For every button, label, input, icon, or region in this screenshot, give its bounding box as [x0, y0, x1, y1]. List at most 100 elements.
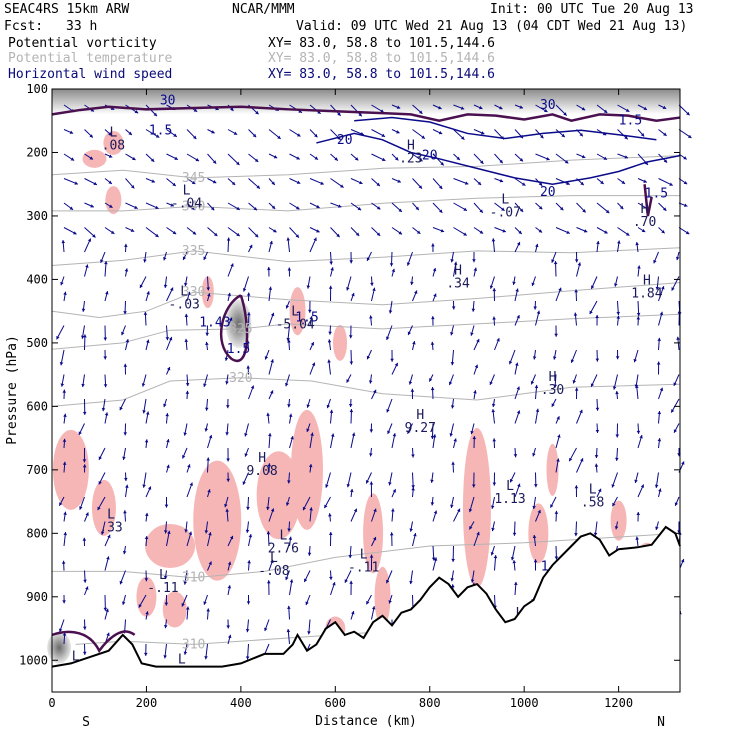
- wind-arrowhead: [130, 184, 135, 189]
- wind-arrowhead: [595, 407, 600, 411]
- wind-arrowhead: [81, 383, 85, 388]
- wind-arrowhead: [163, 625, 168, 629]
- wind-arrowhead: [407, 331, 412, 336]
- wind-arrowhead: [559, 206, 564, 211]
- wind-arrowhead: [671, 287, 675, 291]
- wind-arrowhead: [611, 484, 615, 488]
- wind-arrowhead: [536, 310, 541, 314]
- wind-arrowhead: [244, 433, 248, 437]
- wind-arrowhead: [473, 267, 478, 271]
- wind-arrowhead: [306, 428, 310, 432]
- wind-arrowhead: [62, 632, 67, 636]
- wind-arrowhead: [453, 261, 458, 265]
- wind-arrowhead: [310, 432, 314, 436]
- wind-arrowhead: [226, 625, 230, 629]
- extremum-marker: L: [178, 652, 186, 667]
- wind-arrowhead: [125, 484, 129, 488]
- wind-arrowhead: [411, 487, 415, 491]
- wind-arrowhead: [583, 229, 588, 233]
- wind-arrowhead: [538, 205, 543, 210]
- wind-arrowhead: [394, 157, 399, 161]
- wind-arrowhead: [302, 506, 307, 511]
- wind-arrowhead: [167, 530, 171, 535]
- wind-arrowhead: [474, 364, 479, 369]
- wind-arrowhead: [655, 526, 659, 530]
- wind-arrowhead: [124, 268, 129, 272]
- extremum-marker: H: [454, 263, 462, 278]
- extremum-value: .30: [541, 383, 564, 398]
- wind-arrowhead: [330, 267, 334, 271]
- wind-arrowhead: [82, 537, 87, 541]
- wind-arrowhead: [108, 132, 112, 136]
- wind-arrowhead: [449, 433, 453, 437]
- wind-arrowhead: [556, 416, 560, 420]
- wind-arrowhead: [163, 403, 167, 408]
- wind-arrowhead: [285, 305, 290, 309]
- wind-arrowhead: [245, 656, 250, 660]
- wind-arrowhead: [80, 335, 85, 339]
- wind-arrowhead: [590, 285, 595, 289]
- wind-arrowhead: [521, 182, 526, 186]
- wind-arrowhead: [317, 110, 321, 114]
- wind-arrowhead: [70, 157, 75, 161]
- wind-arrowhead: [492, 438, 497, 442]
- wind-arrowhead: [207, 293, 211, 297]
- wind-arrowhead: [134, 205, 138, 209]
- wind-arrowhead: [155, 233, 159, 237]
- wind-arrowhead: [389, 263, 394, 267]
- wind-arrowhead: [226, 478, 230, 482]
- pv-contour-label: 1.5: [295, 311, 318, 326]
- wind-arrowhead: [598, 488, 602, 493]
- x-tick-label: 1200: [604, 696, 633, 710]
- wind-arrowhead: [246, 601, 251, 605]
- wind-arrowhead: [170, 287, 174, 291]
- wind-arrowhead: [89, 156, 94, 160]
- wind-arrowhead: [407, 430, 411, 434]
- wind-arrowhead: [516, 241, 521, 246]
- wind-arrowhead: [577, 262, 582, 266]
- wind-arrowhead: [533, 306, 538, 310]
- wind-arrowhead: [569, 457, 573, 462]
- wind-arrowhead: [185, 390, 190, 394]
- wind-arrowhead: [207, 489, 211, 493]
- wind-arrowhead: [489, 381, 493, 385]
- wind-arrowhead: [98, 456, 102, 460]
- wind-arrowhead: [516, 315, 520, 319]
- wind-arrowhead: [59, 362, 64, 366]
- wind-arrowhead: [93, 181, 97, 186]
- wind-arrowhead: [187, 291, 191, 296]
- wind-arrowhead: [166, 464, 170, 469]
- wind-arrowhead: [385, 336, 390, 340]
- wind-arrowhead: [489, 285, 494, 289]
- wind-arrowhead: [616, 315, 621, 319]
- wind-arrowhead: [472, 436, 477, 440]
- wind-arrowhead: [635, 242, 639, 246]
- wind-arrowhead: [109, 204, 113, 208]
- wind-arrowhead: [183, 581, 187, 585]
- wind-arrowhead: [614, 526, 619, 530]
- wind-arrowhead: [104, 261, 108, 265]
- wind-arrowhead: [508, 360, 513, 365]
- pv-contour-label: 1.5: [149, 123, 172, 138]
- wind-arrowhead: [204, 428, 209, 432]
- y-tick-label: 200: [26, 145, 48, 159]
- wind-arrowhead: [431, 316, 435, 320]
- wind-arrowhead: [311, 362, 316, 367]
- wind-arrowhead: [654, 484, 659, 488]
- wind-arrowhead: [513, 454, 518, 458]
- wind-arrowhead: [206, 287, 210, 291]
- y-tick-label: 600: [26, 399, 48, 413]
- negative-pv-patch: [546, 443, 559, 496]
- wind-arrowhead: [366, 257, 371, 261]
- wind-arrowhead: [182, 455, 186, 459]
- wind-arrowhead: [208, 435, 213, 439]
- wind-arrowhead: [461, 136, 465, 140]
- extremum-marker: L: [506, 479, 514, 494]
- wind-arrowhead: [123, 477, 128, 481]
- negative-pv-patch: [162, 591, 187, 628]
- surface-pv-shade: [47, 631, 72, 664]
- wind-arrowhead: [289, 579, 294, 583]
- extremum-marker: H: [641, 202, 649, 217]
- wind-arrowhead: [357, 206, 362, 211]
- wind-arrowhead: [656, 361, 661, 365]
